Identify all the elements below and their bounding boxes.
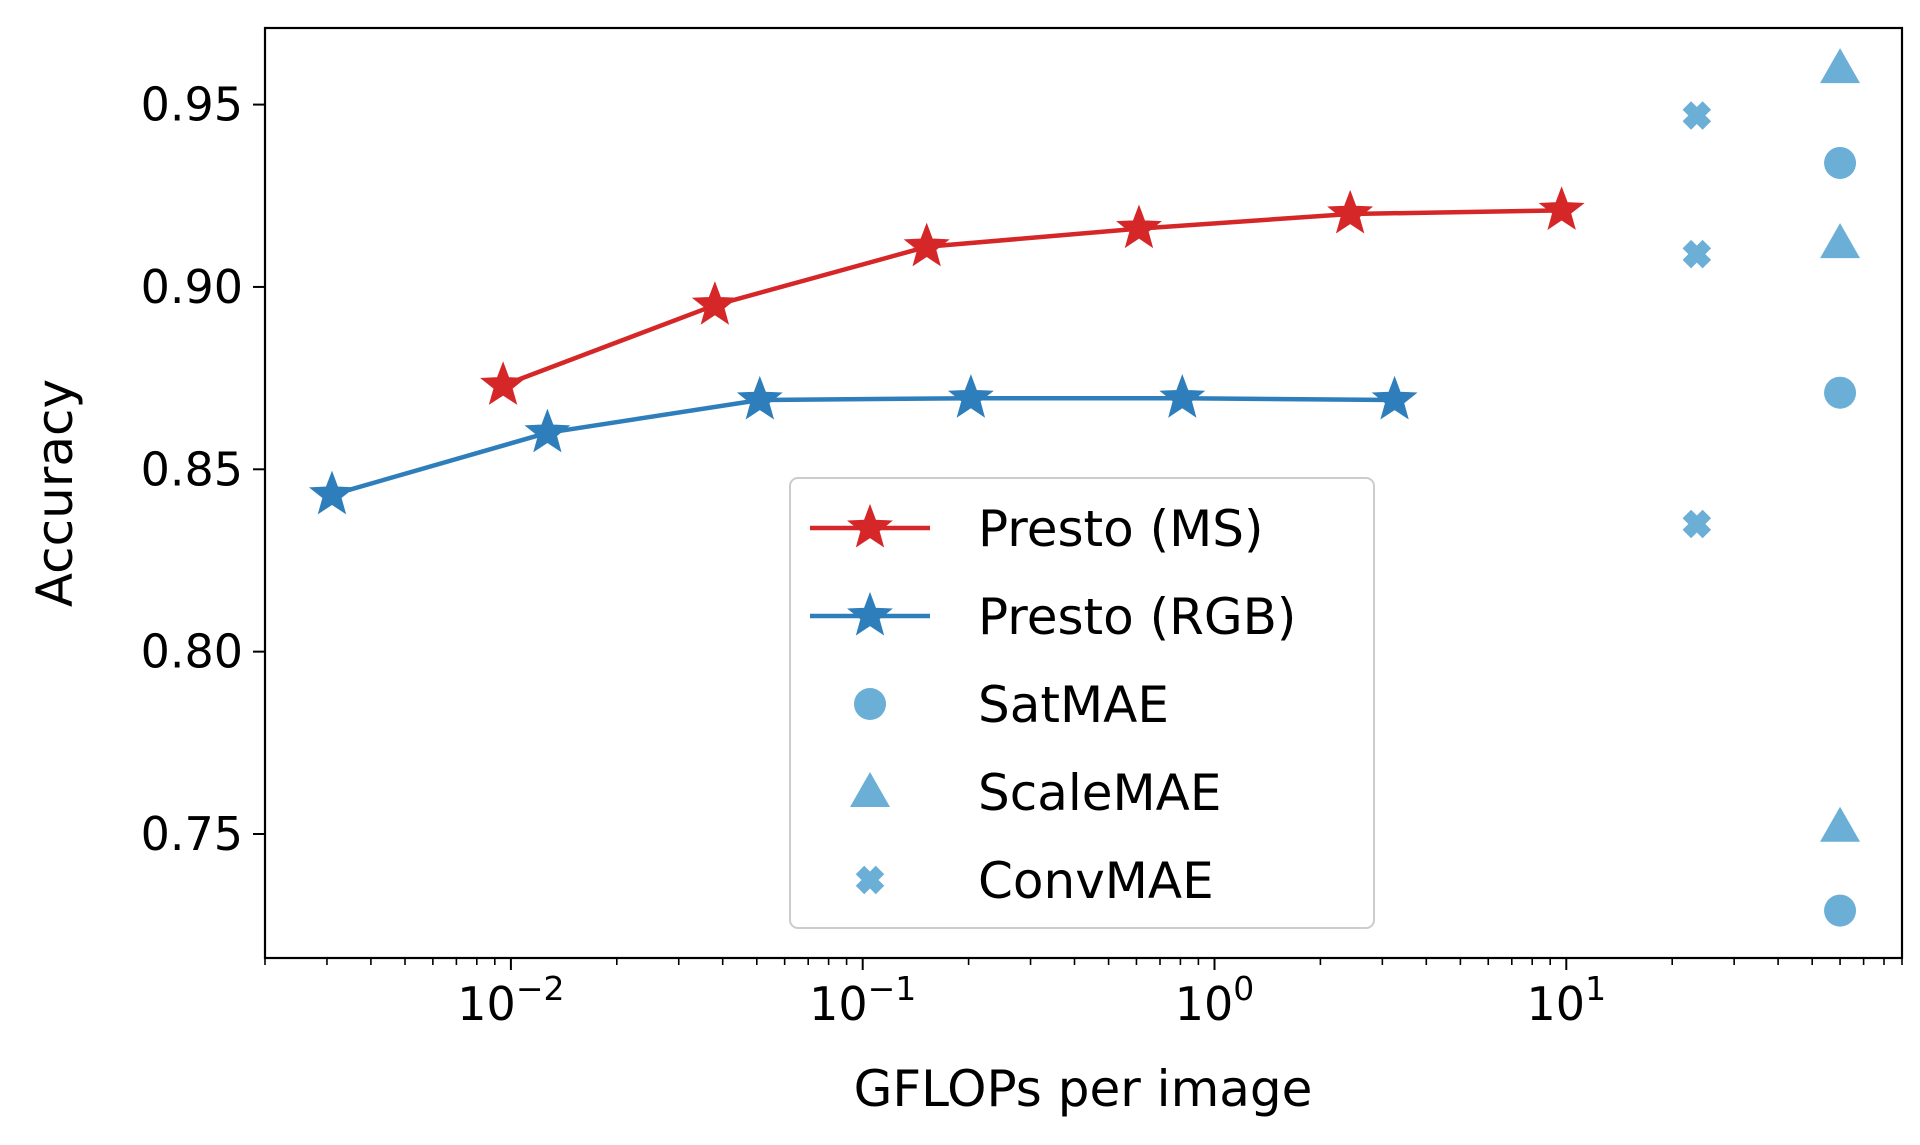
- legend-entry-presto-rgb: Presto (RGB): [810, 588, 1296, 646]
- series-satmae: [1824, 146, 1857, 927]
- data-point-presto-ms: [691, 281, 738, 325]
- y-tick-label: 0.95: [141, 78, 243, 132]
- y-tick-label: 0.85: [141, 442, 243, 496]
- series-convmae: [1682, 101, 1712, 539]
- y-tick-label: 0.80: [141, 625, 243, 679]
- data-point-scalemae: [1820, 806, 1861, 842]
- legend-label: SatMAE: [978, 676, 1169, 734]
- plot-area-frame: [263, 26, 1904, 960]
- data-point-presto-rgb: [736, 375, 783, 420]
- series-scalemae: [1820, 48, 1861, 842]
- legend-entry-scalemae: ScaleMAE: [850, 764, 1221, 822]
- data-point-presto-rgb: [1159, 374, 1206, 418]
- legend-marker: [847, 591, 893, 636]
- data-point-satmae: [1824, 894, 1857, 927]
- legend-label: Presto (MS): [978, 500, 1264, 558]
- legend-box: [789, 477, 1375, 929]
- y-tick-label: 0.75: [141, 807, 243, 861]
- data-point-scalemae: [1820, 48, 1861, 84]
- x-tick-label: 101: [1527, 969, 1607, 1031]
- data-point-presto-ms: [1116, 204, 1162, 249]
- data-point-presto-rgb: [1371, 375, 1418, 420]
- x-tick-label: 10−2: [457, 969, 564, 1031]
- data-point-presto-ms: [1538, 186, 1585, 230]
- legend-entry-convmae: ConvMAE: [855, 852, 1214, 910]
- data-point-satmae: [1824, 376, 1857, 409]
- legend-label: Presto (RGB): [978, 588, 1296, 646]
- y-axis-ticks: 0.75 0.80 0.85 0.90 0.95: [141, 78, 265, 861]
- data-point-presto-ms: [480, 361, 527, 405]
- legend-marker: [850, 772, 890, 807]
- data-point-convmae: [1682, 101, 1712, 130]
- legend-marker: [855, 865, 885, 895]
- legend-marker: [847, 503, 893, 548]
- data-point-presto-rgb: [524, 408, 571, 453]
- y-axis-label: Accuracy: [26, 379, 84, 607]
- series-presto-rgb: [308, 374, 1418, 515]
- x-tick-label: 10−1: [809, 969, 916, 1031]
- series-line-presto-rgb: [331, 395, 1395, 497]
- legend-marker: [854, 688, 886, 720]
- x-axis-label: GFLOPs per image: [854, 1060, 1313, 1118]
- legend: Presto (MS) Presto (RGB) SatMAE ScaleMAE Con…: [789, 477, 1375, 929]
- data-point-presto-ms: [903, 222, 950, 267]
- series-line-presto-ms: [502, 208, 1562, 388]
- data-point-presto-rgb: [947, 374, 994, 418]
- data-point-convmae: [1682, 239, 1712, 269]
- data-point-presto-rgb: [308, 470, 355, 515]
- data-point-presto-ms: [1327, 189, 1374, 234]
- series-layer: [308, 48, 1861, 927]
- legend-label: ScaleMAE: [978, 764, 1221, 822]
- x-axis-ticks: 10−2 10−1 100 101: [264, 958, 1903, 1031]
- data-point-scalemae: [1820, 223, 1861, 259]
- legend-entry-presto-ms: Presto (MS): [810, 500, 1264, 558]
- legend-label: ConvMAE: [978, 852, 1214, 910]
- data-point-satmae: [1824, 146, 1857, 179]
- y-tick-label: 0.90: [141, 260, 243, 314]
- data-point-convmae: [1682, 509, 1712, 539]
- x-tick-label: 100: [1175, 969, 1255, 1031]
- legend-entry-satmae: SatMAE: [854, 676, 1169, 734]
- series-presto-ms: [480, 186, 1585, 405]
